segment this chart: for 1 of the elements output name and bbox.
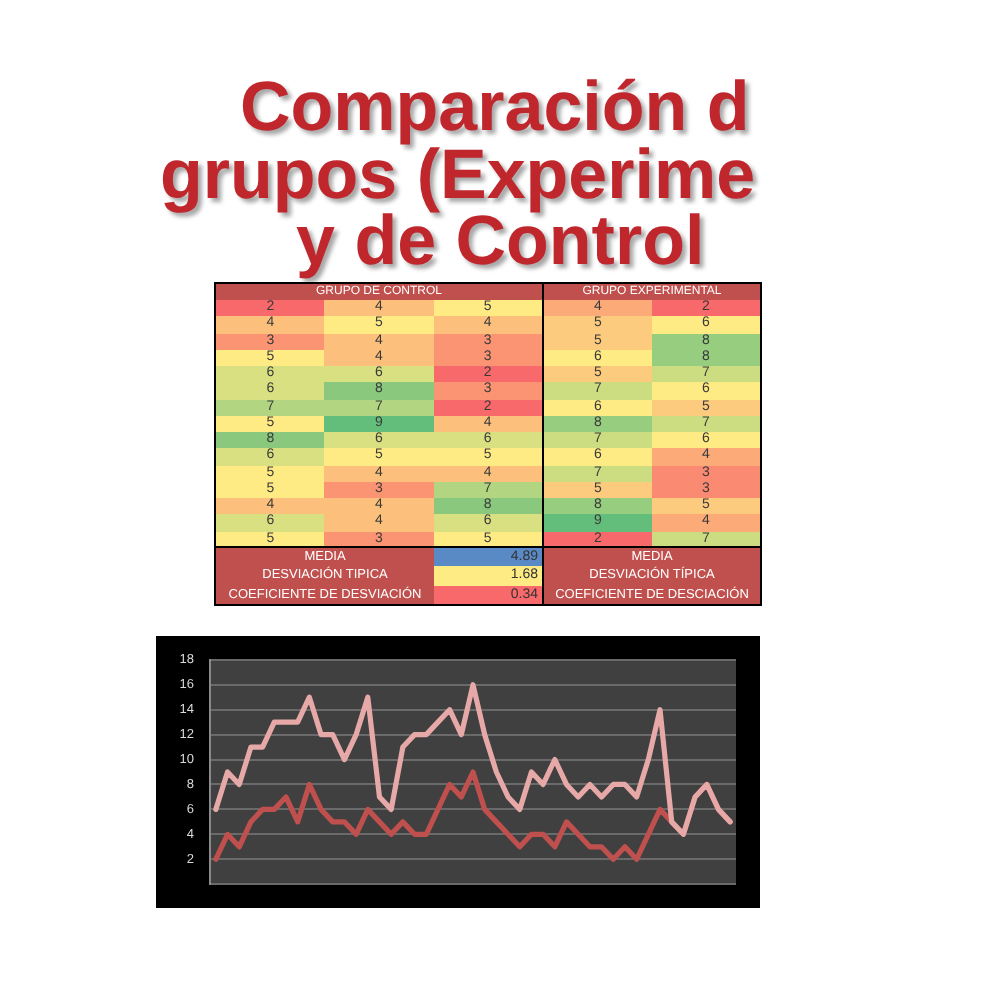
text: Comparación d grupos (Experime y de Control (160, 68, 756, 280)
